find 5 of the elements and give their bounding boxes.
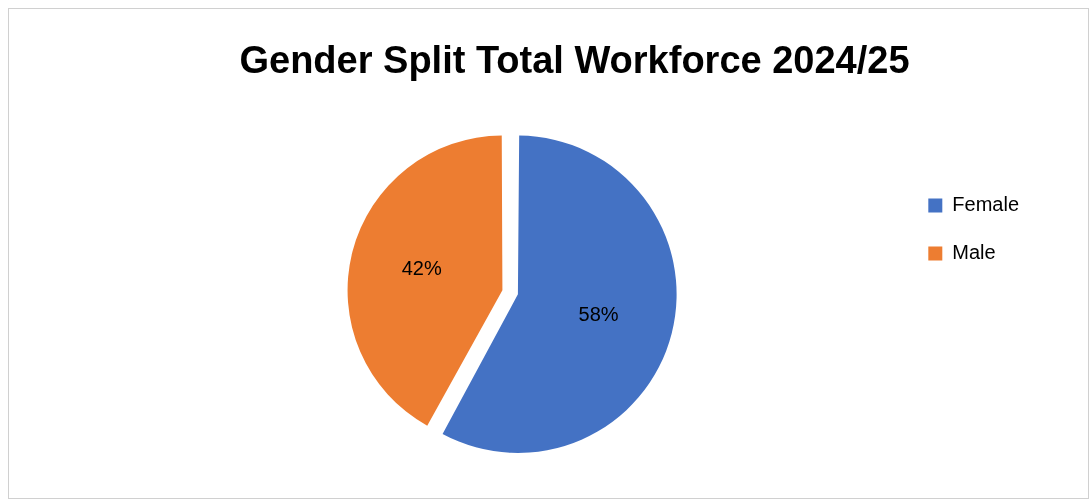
data-label: 42% <box>401 257 442 280</box>
legend-label: Female <box>952 193 1020 216</box>
chart-title: Gender Split Total Workforce 2024/25 <box>239 39 910 82</box>
legend-label: Male <box>952 241 996 264</box>
data-label: 58% <box>578 302 619 325</box>
